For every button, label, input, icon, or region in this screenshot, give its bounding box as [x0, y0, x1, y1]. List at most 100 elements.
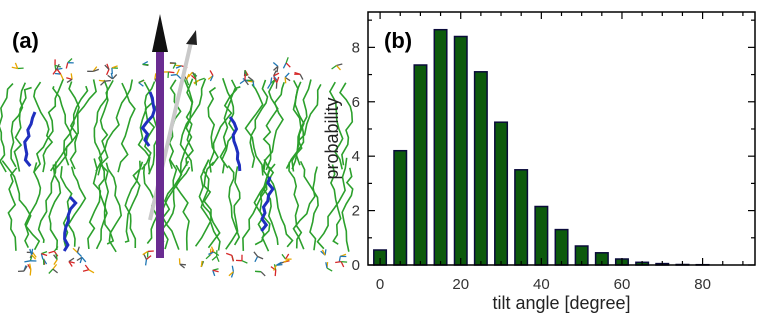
headgroup-bond [282, 62, 287, 69]
headgroup-bond [273, 77, 278, 84]
headgroup-bond [76, 251, 83, 258]
lipid-chain [53, 85, 89, 172]
headgroup-bond [81, 256, 87, 263]
headgroup-bond [112, 74, 118, 80]
headgroup-bond [29, 254, 33, 262]
headgroup-bond [284, 72, 290, 78]
lipid-chain [124, 160, 142, 243]
headgroup-bond [228, 271, 234, 277]
lipid-chain [227, 165, 241, 246]
headgroup-bond [48, 250, 55, 254]
y-tick-label: 8 [352, 39, 360, 56]
lipid-chain [48, 164, 62, 251]
embedded-molecule [260, 176, 275, 232]
headgroup-bond [283, 259, 290, 263]
embedded-molecule [23, 111, 37, 167]
headgroup-bond [24, 260, 31, 263]
headgroup-bond [175, 65, 182, 69]
headgroup-bond [253, 251, 259, 257]
headgroup-bond [273, 72, 280, 77]
lipid-chain [175, 160, 190, 251]
headgroup-bond [146, 255, 152, 260]
x-tick-label: 60 [614, 276, 631, 293]
lipid-chain [161, 159, 178, 250]
histogram-bar [494, 121, 509, 266]
headgroup-bond [276, 76, 280, 83]
headgroup-bond [225, 252, 233, 257]
headgroup-bond [239, 79, 246, 85]
headgroup-bond [154, 73, 157, 80]
lipid-chain [266, 166, 294, 248]
headgroup-bond [200, 260, 203, 267]
headgroup-bond [209, 75, 214, 82]
histogram-bar [433, 28, 448, 266]
headgroup-bond [52, 69, 57, 75]
headgroup-bond [285, 62, 291, 68]
headgroup-bond [335, 260, 342, 264]
lipid-chain [137, 81, 156, 174]
headgroup-bond [82, 269, 90, 272]
headgroup-bond [270, 266, 277, 271]
lipid-chain [13, 86, 32, 172]
headgroup-bond [32, 252, 37, 258]
headgroup-bond [66, 78, 73, 83]
x-tick-label: 80 [694, 276, 711, 293]
headgroup-bond [325, 262, 328, 269]
headgroup-bond [179, 263, 186, 266]
headgroup-bond [185, 79, 190, 86]
y-tick-labels: 0 2 4 6 8 [352, 39, 360, 274]
headgroup-bond [65, 62, 69, 69]
headgroup-bond [336, 63, 343, 67]
lipid-chain [98, 79, 134, 170]
y-tick-label: 4 [352, 148, 360, 165]
headgroup-bond [54, 72, 61, 75]
headgroup-bond [79, 257, 83, 264]
headgroup-bond [276, 263, 283, 266]
lipid-chain [95, 161, 108, 250]
lipid-chain [208, 79, 238, 173]
histogram-bars [373, 28, 710, 266]
headgroup-bond [40, 253, 44, 260]
headgroup-bond [92, 68, 100, 72]
headgroup-bond [14, 62, 19, 69]
lipid-chain [124, 161, 144, 248]
lipid-chain [68, 81, 80, 170]
headgroup-bond [244, 74, 247, 81]
lipid-chain [87, 158, 102, 250]
headgroup-bond [210, 246, 215, 253]
lipid-chain [341, 167, 354, 252]
lipid-chain [221, 86, 241, 169]
lipid-chain [295, 83, 322, 166]
headgroup-bond [144, 259, 148, 266]
lipid-chain [200, 159, 221, 251]
lipid-chain [198, 159, 221, 249]
headgroup-bond [273, 264, 278, 271]
headgroup-bond [216, 255, 220, 262]
headgroup-bond [247, 76, 254, 81]
membrane-snapshot: (a) [0, 14, 354, 278]
headgroup-bond [104, 79, 111, 82]
lipid-chain [328, 81, 344, 170]
embedded-molecule [140, 91, 156, 147]
histogram-bar [514, 169, 529, 266]
headgroup-bond [60, 73, 64, 80]
headgroup-bond [138, 79, 145, 84]
headgroup-bond [107, 74, 113, 80]
histogram-bar [413, 64, 428, 266]
lipid-chain [292, 166, 318, 250]
lipid-chain [10, 82, 27, 168]
headgroup-bond [104, 64, 110, 70]
lipid-chain [37, 161, 57, 244]
lipid-chain [179, 78, 194, 174]
headgroup-bond [53, 250, 59, 257]
lipid-chains [0, 77, 354, 253]
lipid-chain [299, 160, 319, 251]
histogram-bar [453, 35, 468, 266]
headgroup-bond [244, 70, 248, 77]
headgroup-bond [29, 263, 32, 270]
lipid-chain [339, 82, 354, 166]
lipid-chain [0, 83, 14, 173]
axis-ticks [368, 12, 755, 266]
x-tick-label: 0 [376, 276, 384, 293]
headgroup-bond [23, 265, 28, 272]
